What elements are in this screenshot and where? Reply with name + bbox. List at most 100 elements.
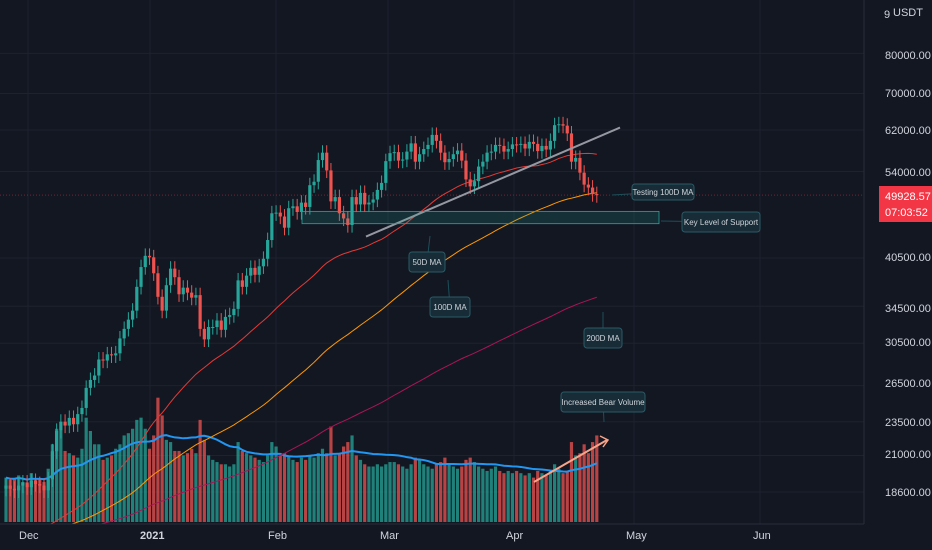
candle[interactable]	[46, 479, 50, 491]
candle[interactable]	[236, 280, 240, 309]
candle[interactable]	[447, 158, 451, 163]
candle[interactable]	[249, 267, 253, 276]
candle[interactable]	[21, 482, 25, 486]
candle[interactable]	[371, 199, 375, 203]
candle[interactable]	[481, 161, 485, 167]
candle[interactable]	[363, 192, 367, 205]
candle[interactable]	[519, 143, 523, 145]
candle[interactable]	[413, 143, 417, 162]
candle[interactable]	[464, 160, 468, 180]
candle[interactable]	[63, 421, 67, 426]
candle[interactable]	[173, 268, 177, 278]
candle[interactable]	[198, 295, 202, 329]
candle[interactable]	[261, 258, 266, 267]
candle[interactable]	[489, 151, 493, 153]
candle[interactable]	[468, 179, 472, 187]
candle[interactable]	[67, 417, 71, 426]
candle[interactable]	[434, 134, 439, 141]
candle[interactable]	[472, 181, 477, 187]
candle[interactable]	[426, 144, 430, 150]
candle[interactable]	[409, 143, 413, 152]
candle[interactable]	[405, 151, 409, 160]
annotation-callout[interactable]: 50D MA	[408, 235, 446, 273]
candle[interactable]	[131, 310, 135, 320]
candle[interactable]	[367, 202, 371, 205]
candle[interactable]	[135, 286, 139, 311]
candle[interactable]	[181, 287, 185, 295]
candle[interactable]	[304, 202, 308, 207]
candle[interactable]	[139, 267, 143, 287]
candles[interactable]	[4, 116, 599, 499]
candle[interactable]	[257, 266, 261, 275]
drawings[interactable]	[301, 126, 660, 483]
candle[interactable]	[244, 275, 249, 287]
candle[interactable]	[168, 268, 173, 286]
candle[interactable]	[55, 430, 59, 452]
candle[interactable]	[295, 206, 299, 213]
candle[interactable]	[126, 319, 130, 329]
candle[interactable]	[118, 338, 122, 354]
callout-box[interactable]	[631, 183, 695, 201]
candle[interactable]	[93, 375, 97, 380]
candle[interactable]	[320, 152, 325, 161]
candle[interactable]	[590, 187, 595, 195]
annotation-callout[interactable]: 200D MA	[583, 312, 623, 349]
candle[interactable]	[206, 326, 211, 340]
candle[interactable]	[312, 181, 316, 186]
candle[interactable]	[574, 157, 578, 162]
candle[interactable]	[502, 145, 506, 152]
callout-box[interactable]	[429, 296, 471, 318]
support-zone[interactable]	[301, 210, 660, 225]
candle[interactable]	[97, 359, 101, 376]
candle[interactable]	[50, 451, 55, 480]
candle[interactable]	[430, 134, 434, 145]
candle[interactable]	[8, 485, 12, 489]
candle[interactable]	[270, 213, 274, 241]
candle[interactable]	[147, 255, 152, 258]
candle[interactable]	[346, 218, 350, 226]
candle[interactable]	[384, 161, 388, 183]
candle[interactable]	[582, 172, 586, 185]
candle[interactable]	[42, 485, 46, 491]
candle[interactable]	[354, 197, 358, 205]
candle[interactable]	[122, 328, 126, 339]
candle[interactable]	[308, 185, 312, 207]
candle[interactable]	[485, 152, 489, 162]
candle[interactable]	[17, 485, 21, 491]
candle[interactable]	[160, 296, 164, 311]
candle[interactable]	[185, 287, 190, 293]
candle[interactable]	[282, 216, 287, 228]
candle[interactable]	[536, 143, 540, 152]
candle[interactable]	[325, 152, 329, 171]
candle[interactable]	[561, 124, 565, 126]
candle[interactable]	[388, 153, 392, 162]
candle[interactable]	[578, 157, 582, 173]
candle[interactable]	[291, 206, 295, 209]
candle[interactable]	[287, 208, 291, 228]
candle[interactable]	[375, 189, 379, 200]
candle[interactable]	[29, 480, 33, 488]
candle[interactable]	[379, 182, 384, 190]
callout-box[interactable]	[560, 391, 646, 413]
candle[interactable]	[493, 144, 498, 152]
trendline[interactable]	[365, 126, 621, 238]
callout-box[interactable]	[408, 251, 446, 273]
currency-label[interactable]: USDT	[893, 7, 923, 19]
candle[interactable]	[299, 202, 303, 213]
candle[interactable]	[164, 285, 168, 311]
callout-box[interactable]	[583, 327, 623, 349]
candle[interactable]	[59, 421, 63, 431]
candle[interactable]	[4, 485, 8, 489]
candle[interactable]	[88, 379, 92, 388]
candle[interactable]	[101, 359, 105, 361]
annotation-callout[interactable]: Testing 100D MA	[611, 183, 695, 201]
candle[interactable]	[396, 152, 401, 161]
candle[interactable]	[548, 140, 552, 150]
candle[interactable]	[337, 197, 341, 214]
candle[interactable]	[392, 152, 396, 154]
candle[interactable]	[143, 255, 147, 268]
candle[interactable]	[76, 414, 80, 425]
annotation-callout[interactable]: 100D MA	[429, 279, 471, 318]
